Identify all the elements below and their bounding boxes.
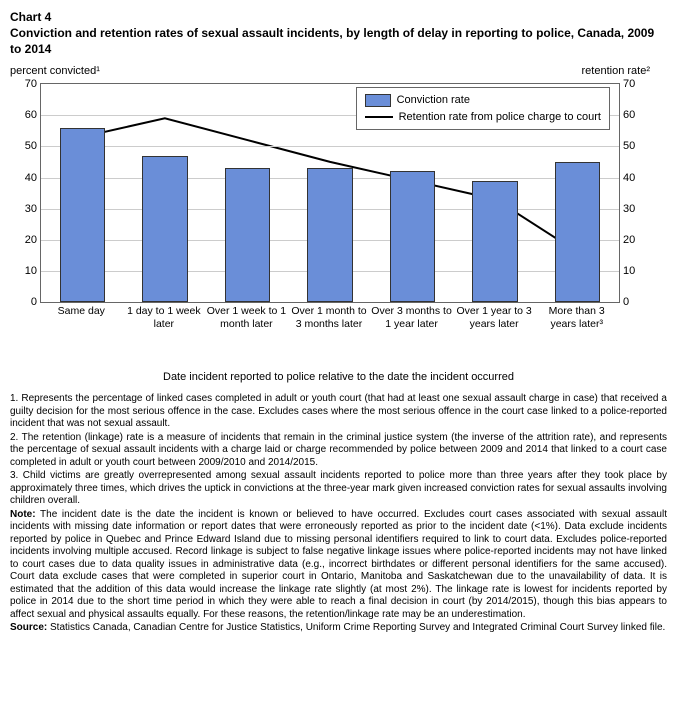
legend-bar-swatch bbox=[365, 94, 391, 107]
ytick-left: 50 bbox=[17, 140, 37, 152]
chart-number: Chart 4 bbox=[10, 10, 667, 24]
ytick-right: 60 bbox=[623, 109, 643, 121]
x-category-label: 1 day to 1 week later bbox=[123, 305, 206, 330]
ytick-left: 10 bbox=[17, 265, 37, 277]
legend: Conviction rate Retention rate from poli… bbox=[356, 87, 610, 130]
chart-title: Conviction and retention rates of sexual… bbox=[10, 26, 667, 57]
ytick-left: 40 bbox=[17, 172, 37, 184]
gridline bbox=[41, 146, 619, 147]
footnote-1: 1. Represents the percentage of linked c… bbox=[10, 393, 667, 431]
ytick-right: 10 bbox=[623, 265, 643, 277]
x-category-label: Over 1 month to 3 months later bbox=[288, 305, 371, 330]
x-category-label: Over 1 year to 3 years later bbox=[453, 305, 536, 330]
conviction-bar bbox=[60, 128, 105, 302]
x-category-label: Over 1 week to 1 month later bbox=[205, 305, 288, 330]
legend-bar-row: Conviction rate bbox=[365, 92, 601, 109]
ytick-left: 30 bbox=[17, 203, 37, 215]
ytick-right: 40 bbox=[623, 172, 643, 184]
chart-area: percent convicted¹ retention rate² 0 0 10 1… bbox=[10, 65, 650, 365]
footnote-2: 2. The retention (linkage) rate is a mea… bbox=[10, 432, 667, 470]
y-axis-label-left: percent convicted¹ bbox=[10, 65, 100, 77]
conviction-bar bbox=[225, 168, 270, 302]
conviction-bar bbox=[142, 156, 187, 302]
conviction-bar bbox=[307, 168, 352, 302]
footnote-note: Note: The incident date is the date the … bbox=[10, 509, 667, 622]
legend-line-swatch bbox=[365, 116, 393, 118]
footnotes: 1. Represents the percentage of linked c… bbox=[10, 393, 667, 635]
ytick-left: 70 bbox=[17, 78, 37, 90]
ytick-right: 70 bbox=[623, 78, 643, 90]
x-category-label: More than 3 years later³ bbox=[535, 305, 618, 330]
conviction-bar bbox=[472, 181, 517, 302]
y-axis-label-right: retention rate² bbox=[582, 65, 650, 77]
legend-bar-label: Conviction rate bbox=[397, 92, 470, 109]
x-axis-title: Date incident reported to police relativ… bbox=[10, 371, 667, 383]
legend-line-row: Retention rate from police charge to cou… bbox=[365, 109, 601, 126]
ytick-left: 60 bbox=[17, 109, 37, 121]
footnote-3: 3. Child victims are greatly overreprese… bbox=[10, 470, 667, 508]
ytick-right: 0 bbox=[623, 296, 643, 308]
x-category-label: Same day bbox=[40, 305, 123, 318]
x-category-label: Over 3 months to 1 year later bbox=[370, 305, 453, 330]
ytick-right: 50 bbox=[623, 140, 643, 152]
footnote-source: Source: Statistics Canada, Canadian Cent… bbox=[10, 622, 667, 635]
legend-line-label: Retention rate from police charge to cou… bbox=[399, 109, 601, 126]
conviction-bar bbox=[390, 171, 435, 302]
ytick-right: 30 bbox=[623, 203, 643, 215]
ytick-right: 20 bbox=[623, 234, 643, 246]
ytick-left: 0 bbox=[17, 296, 37, 308]
ytick-left: 20 bbox=[17, 234, 37, 246]
conviction-bar bbox=[555, 162, 600, 302]
